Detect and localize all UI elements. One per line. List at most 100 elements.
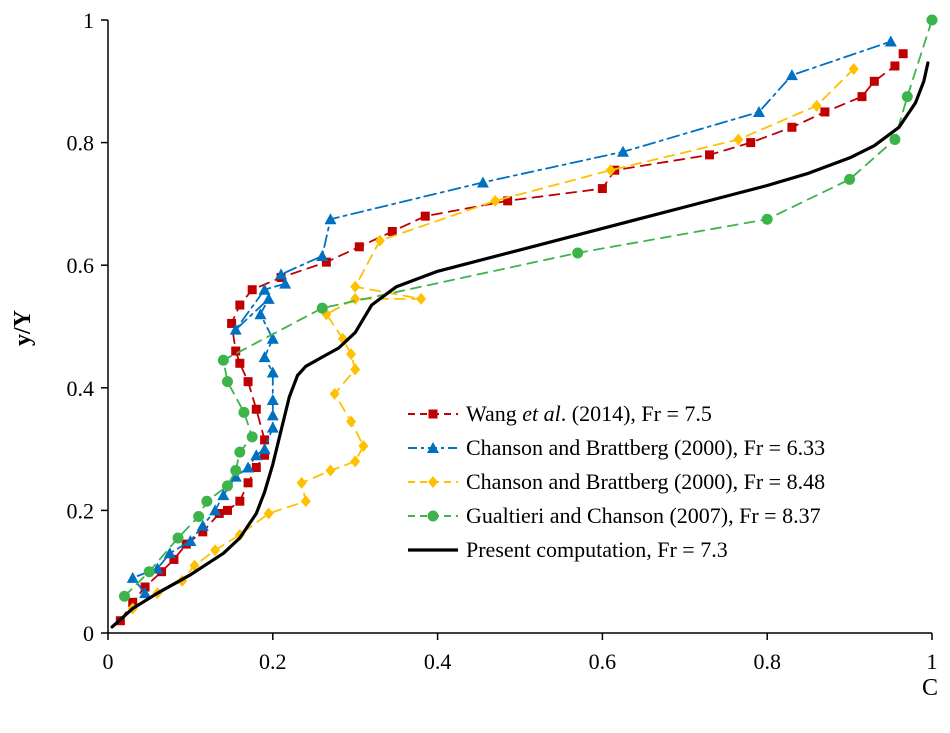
data-point xyxy=(235,358,245,368)
data-point xyxy=(126,571,139,583)
data-point xyxy=(350,363,361,376)
data-point xyxy=(857,92,867,102)
data-point xyxy=(844,173,856,185)
data-point xyxy=(350,455,361,468)
data-point xyxy=(227,318,237,328)
data-point xyxy=(222,505,232,515)
data-point xyxy=(172,532,184,544)
data-point xyxy=(242,461,255,473)
data-point xyxy=(258,283,271,295)
data-point xyxy=(254,308,267,320)
data-point xyxy=(196,519,209,531)
data-point xyxy=(490,194,501,207)
data-point xyxy=(884,35,897,47)
data-point xyxy=(260,435,270,445)
y-tick-label: 0 xyxy=(83,621,94,646)
data-point xyxy=(260,450,270,460)
data-point xyxy=(163,547,176,559)
data-point xyxy=(374,234,385,247)
legend-label: Wang et al. (2014), Fr = 7.5 xyxy=(466,401,712,426)
series-2 xyxy=(126,35,897,599)
y-tick-label: 0.8 xyxy=(67,131,95,156)
y-tick-label: 0.6 xyxy=(67,253,95,278)
series-line xyxy=(110,61,930,629)
data-point xyxy=(848,63,859,76)
data-point xyxy=(266,332,279,344)
data-point xyxy=(169,554,179,564)
data-point xyxy=(118,590,130,602)
series-5 xyxy=(110,61,930,629)
data-point xyxy=(889,134,901,146)
data-point xyxy=(761,213,773,225)
data-point xyxy=(230,465,242,477)
data-point xyxy=(387,226,397,236)
data-point xyxy=(890,61,900,71)
data-point xyxy=(251,462,261,472)
data-point xyxy=(811,99,822,112)
x-tick-label: 0.8 xyxy=(753,649,781,674)
data-point xyxy=(572,247,584,259)
data-point xyxy=(416,292,427,305)
data-point xyxy=(201,495,213,507)
data-point xyxy=(275,268,288,280)
data-point xyxy=(243,377,253,387)
legend-label: Present computation, Fr = 7.3 xyxy=(466,537,728,562)
y-tick-label: 0.4 xyxy=(67,376,95,401)
x-tick-label: 0.4 xyxy=(424,649,452,674)
data-point xyxy=(358,440,369,453)
x-tick-label: 1 xyxy=(927,649,938,674)
legend-item-3: Chanson and Brattberg (2000), Fr = 8.48 xyxy=(408,469,825,494)
data-point xyxy=(258,351,271,363)
legend-swatch-marker xyxy=(428,409,438,419)
data-point xyxy=(143,566,155,578)
data-point xyxy=(221,480,233,492)
data-point xyxy=(300,495,311,508)
legend-item-5: Present computation, Fr = 7.3 xyxy=(408,537,728,562)
data-point xyxy=(316,302,328,314)
data-point xyxy=(346,348,357,361)
x-tick-label: 0.6 xyxy=(589,649,617,674)
data-point xyxy=(266,394,279,406)
data-point xyxy=(263,507,274,520)
y-tick-label: 1 xyxy=(83,8,94,33)
data-point xyxy=(231,346,241,356)
data-point xyxy=(733,133,744,146)
x-tick-label: 0 xyxy=(103,649,114,674)
data-point xyxy=(217,354,229,366)
data-point xyxy=(229,470,242,482)
data-point xyxy=(705,150,715,160)
data-point xyxy=(243,478,253,488)
data-point xyxy=(420,211,430,221)
data-point xyxy=(325,464,336,477)
data-point xyxy=(250,449,263,461)
data-point xyxy=(221,376,233,388)
data-point xyxy=(597,184,607,194)
x-tick-label: 0.2 xyxy=(259,649,287,674)
axes: 0 0.2 0.4 0.6 0.8 1 0 0.2 0.4 0.6 0.8 1 xyxy=(67,8,938,674)
data-point xyxy=(746,138,756,148)
data-point xyxy=(193,511,205,523)
data-point xyxy=(354,242,364,252)
legend-item-2: Chanson and Brattberg (2000), Fr = 6.33 xyxy=(408,435,825,460)
data-point xyxy=(247,285,257,295)
data-point xyxy=(329,387,340,400)
data-point xyxy=(238,406,250,418)
data-point xyxy=(324,213,337,225)
data-point xyxy=(235,496,245,506)
data-point xyxy=(184,535,197,547)
data-point xyxy=(234,446,246,458)
legend-label: Chanson and Brattberg (2000), Fr = 6.33 xyxy=(466,435,825,460)
legend-item-1: Wang et al. (2014), Fr = 7.5 xyxy=(408,401,712,426)
data-point xyxy=(229,323,242,335)
data-point xyxy=(296,476,307,489)
legend-swatch-marker xyxy=(427,510,439,522)
legend: Wang et al. (2014), Fr = 7.5 Chanson and … xyxy=(408,401,825,562)
data-point xyxy=(321,257,331,267)
data-point xyxy=(617,145,629,157)
y-axis-label: y/Y xyxy=(10,310,36,346)
data-point xyxy=(209,504,222,516)
data-point xyxy=(605,164,616,177)
data-point xyxy=(785,69,798,81)
